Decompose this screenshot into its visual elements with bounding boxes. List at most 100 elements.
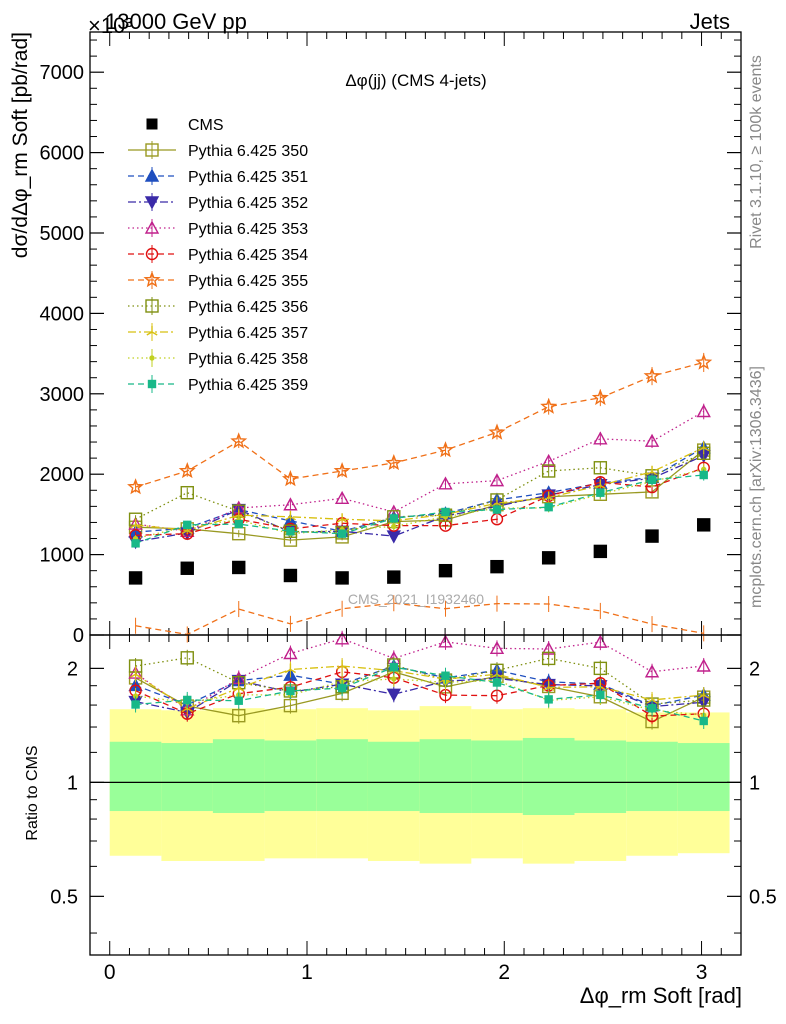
series-10-ratio-point [286,686,295,696]
series-8-point [646,465,658,476]
legend-label: Pythia 6.425 355 [188,273,308,290]
series-3-ratio-point [386,688,401,702]
series-0-point [180,561,194,575]
series-7-line [135,452,704,534]
y-tick-label: 4000 [40,303,85,325]
legend-label: Pythia 6.425 354 [188,247,308,264]
legend-entry: Pythia 6.425 351 [128,167,308,186]
series-4-ratio-point [438,634,453,648]
x-tick-label: 0 [104,961,116,984]
series-8-point [491,497,503,507]
series-0-point [438,563,453,578]
series-10-ratio-point [544,695,553,704]
series-10-ratio-point [699,716,708,726]
legend-label: CMS [188,117,224,134]
ratio-panel: 0 1 2 3 0.5 0.5 1 1 2 2 [50,595,777,984]
series-4-point [283,497,298,511]
legend-label: Pythia 6.425 356 [188,299,308,316]
series-10-ratio-point [234,696,243,705]
series-0-point [697,518,711,532]
series-7-ratio-point [593,661,608,676]
legend-marker [146,118,158,130]
ratio-y-tick-label-right: 1 [749,772,760,794]
legend-marker [145,143,159,157]
legend-entry: Pythia 6.425 350 [128,141,308,160]
series-10-point [699,470,708,480]
series-10-point [596,488,605,497]
series-8-point [284,510,296,521]
series-7-point [593,461,608,475]
ratio-green-band [574,740,627,814]
series-10-point [286,527,295,536]
series-8-ratio-point [284,663,296,674]
series-0-point [232,560,246,575]
energy-label: 13000 GeV pp [105,9,247,34]
y-tick-label: 1000 [40,545,85,567]
series-10-point [492,505,502,514]
series-7-ratio-point [180,651,194,665]
series-10-point [647,475,657,485]
series-3-line [135,455,704,543]
y-tick-label: 0 [73,625,84,647]
series-10-ratio-point [441,671,450,680]
analysis-watermark: CMS_2021_I1932460 [348,591,484,607]
series-3-point [386,530,401,544]
legend-label: Pythia 6.425 359 [188,377,308,394]
x-tick-label: 2 [498,961,510,984]
legend-label: Pythia 6.425 358 [188,351,308,368]
series-0-point [335,571,349,585]
legend-entry: Pythia 6.425 358 [128,349,308,368]
series-10-point [389,514,398,523]
x-tick-label: 1 [301,961,313,984]
series-10-ratio-point [596,690,605,700]
legend-entry: Pythia 6.425 354 [128,245,308,264]
legend-marker [143,271,161,288]
legend: CMS Pythia 6.425 350 Pythia 6.425 351 Pythi… [128,117,308,394]
series-6-point [695,353,713,370]
series-8-ratio-point [646,693,658,704]
ratio-green-band [626,741,678,812]
series-10-ratio-point [389,663,398,672]
rivet-label: Rivet 3.1.10, ≥ 100k events [748,55,765,249]
series-6-line [135,361,704,488]
y-tick-label: 6000 [40,143,85,165]
legend-marker [145,299,159,313]
series-4-ratio-line [135,638,704,711]
legend-entry: Pythia 6.425 359 [128,375,308,394]
series-4-point [593,431,608,445]
legend-marker [144,196,160,210]
ratio-y-tick-label-right: 2 [749,658,760,680]
legend-marker [149,355,155,361]
series-2-ratio-line [135,665,704,707]
ratio-green-band [264,740,317,812]
ratio-green-band [212,739,265,814]
legend-label: Pythia 6.425 353 [188,221,308,238]
series-4-point [334,490,350,505]
legend-label: Pythia 6.425 352 [188,195,308,212]
series-10-point [441,507,450,517]
ratio-y-tick-label: 1 [67,772,78,794]
series-9-ratio-point [391,676,397,682]
series-6-ratio-line [135,602,704,636]
series-3-ratio-line [135,677,704,714]
series-8-ratio-point [336,660,348,670]
series-8-point [233,509,245,519]
series-8-ratio-point [698,689,710,699]
series-8-ratio-point [594,680,606,691]
legend-marker [144,168,160,182]
legend-entry: Pythia 6.425 355 [128,271,308,290]
series-10-ratio-point [131,700,140,709]
y-axis-title: dσ/dΔφ_rm Soft [pb/rad] [9,32,32,258]
series-0-point [283,568,298,583]
legend-label: Pythia 6.425 357 [188,325,308,342]
ratio-green-band [471,740,523,814]
series-6-point [540,397,558,414]
mcplots-label: mcplots.cern.ch [arXiv:1306.3436] [748,366,765,608]
ratio-green-band [677,743,730,812]
series-6-point [333,462,351,479]
series-6-point [230,432,248,449]
series-4-point [644,433,660,447]
y-tick-label: 2000 [40,464,85,486]
series-6-point [643,367,661,384]
series-7-point [541,464,556,478]
